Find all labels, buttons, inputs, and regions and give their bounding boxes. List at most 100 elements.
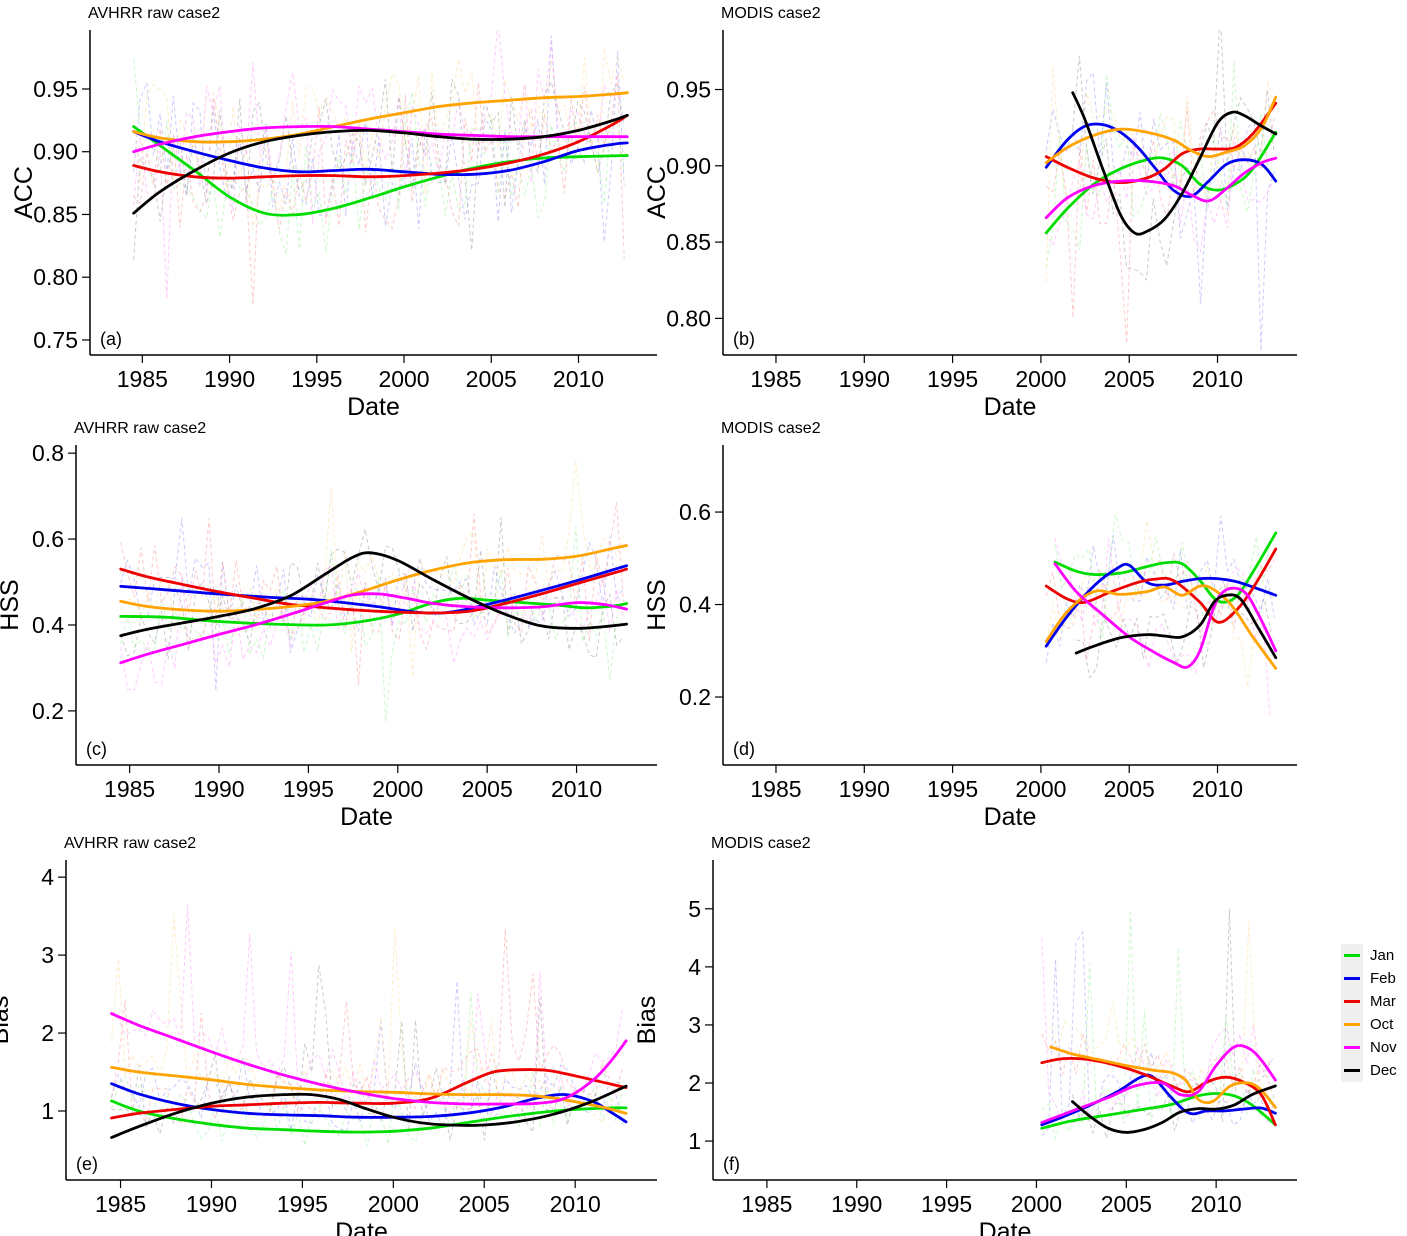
x-tick-label: 1990 <box>831 1191 882 1217</box>
y-axis-label: ACC <box>10 166 38 219</box>
x-tick-label: 2000 <box>368 1191 419 1217</box>
y-tick-label: 0.4 <box>32 612 64 638</box>
legend-swatch-mar <box>1341 990 1363 1013</box>
smoothed-series-lines <box>119 544 628 665</box>
y-tick-label: 0.75 <box>33 327 78 353</box>
series-dec-line <box>119 551 628 638</box>
series-dec-line <box>1074 593 1278 660</box>
y-tick-label: 1 <box>688 1128 701 1154</box>
raw-series-nov <box>120 564 624 692</box>
x-axis-label: Date <box>347 393 400 421</box>
y-tick-label: 0.80 <box>33 264 78 290</box>
x-tick-label: 1995 <box>921 1191 972 1217</box>
x-tick-label: 2010 <box>551 776 602 802</box>
y-tick-label: 0.95 <box>33 76 78 102</box>
series-oct-line <box>1049 1045 1277 1109</box>
y-tick-label: 0.4 <box>679 592 711 618</box>
raw-series-feb <box>111 980 624 1133</box>
panel-title: AVHRR raw case2 <box>74 420 206 437</box>
series-mar-line <box>119 567 628 615</box>
raw-series-oct <box>120 460 624 678</box>
y-tick-label: 1 <box>41 1098 54 1124</box>
dec-line-sample-icon <box>1344 1069 1360 1072</box>
x-tick-label: 2005 <box>1101 1191 1152 1217</box>
series-dec-line <box>132 113 629 215</box>
raw-series-feb <box>1041 930 1275 1137</box>
legend-item-oct: Oct <box>1341 1013 1397 1036</box>
series-feb-line <box>132 130 629 177</box>
raw-series-jan <box>133 59 625 255</box>
x-tick-label: 1985 <box>741 1191 792 1217</box>
y-tick-label: 2 <box>688 1070 701 1096</box>
panel-letter: (e) <box>76 1154 98 1174</box>
raw-series-jan <box>111 992 624 1147</box>
legend-label: Dec <box>1370 1062 1397 1079</box>
x-axis-label: Date <box>984 393 1037 421</box>
panel-d: MODIS case2 HSS 0.2 0.4 0.6 1985 1990 1995 2000 2… <box>643 420 1297 831</box>
legend: Jan Feb Mar Oct Nov Dec <box>1341 944 1397 1082</box>
series-dec-line <box>1071 91 1278 236</box>
x-tick-label: 2005 <box>1104 776 1155 802</box>
y-tick-label: 0.85 <box>33 201 78 227</box>
legend-label: Mar <box>1370 993 1396 1010</box>
x-tick-label: 2000 <box>1015 366 1066 392</box>
panel-title: MODIS case2 <box>721 420 821 437</box>
panel-title: MODIS case2 <box>721 5 821 22</box>
panel-c: AVHRR raw case2 HSS 0.2 0.4 0.6 0.8 1985 1990 19… <box>0 420 657 831</box>
oct-line-sample-icon <box>1344 1023 1360 1026</box>
legend-swatch-oct <box>1341 1013 1363 1036</box>
x-tick-label: 2005 <box>459 1191 510 1217</box>
y-tick-label: 4 <box>41 864 54 890</box>
raw-series-jan <box>1054 514 1271 646</box>
x-tick-label: 2010 <box>1192 776 1243 802</box>
raw-noise-lines <box>120 460 624 722</box>
raw-noise-lines <box>1045 514 1275 715</box>
raw-series-dec <box>1072 30 1275 282</box>
raw-series-oct <box>111 914 623 1123</box>
legend-label: Jan <box>1370 947 1395 964</box>
x-tick-label: 2005 <box>466 366 517 392</box>
x-tick-label: 2000 <box>378 366 429 392</box>
nov-line-sample-icon <box>1344 1046 1360 1049</box>
raw-series-mar <box>133 73 625 305</box>
y-tick-label: 3 <box>688 1012 701 1038</box>
legend-item-dec: Dec <box>1341 1059 1397 1082</box>
legend-item-mar: Mar <box>1341 990 1397 1013</box>
x-tick-label: 1990 <box>186 1191 237 1217</box>
raw-series-jan <box>1045 60 1275 268</box>
panel-b: MODIS case2 ACC 0.80 0.85 0.90 0.95 1985 1990 19… <box>643 5 1297 421</box>
y-axis-label: Bias <box>0 996 14 1045</box>
x-tick-label: 1985 <box>750 776 801 802</box>
y-axis-label: ACC <box>643 166 671 219</box>
y-tick-label: 0.85 <box>666 229 711 255</box>
raw-series-nov <box>111 903 624 1121</box>
series-mar-line <box>132 113 629 180</box>
legend-item-jan: Jan <box>1341 944 1397 967</box>
legend-item-nov: Nov <box>1341 1036 1397 1059</box>
y-tick-label: 2 <box>41 1020 54 1046</box>
x-axis-label: Date <box>984 803 1037 831</box>
x-tick-label: 1995 <box>927 776 978 802</box>
x-tick-label: 1995 <box>277 1191 328 1217</box>
x-tick-label: 2000 <box>1015 776 1066 802</box>
panel-e: AVHRR raw case2 Bias 1 2 3 4 1985 1990 1995 2000 2… <box>0 835 657 1236</box>
smoothed-series-lines <box>110 1012 628 1139</box>
series-oct-line <box>110 1066 628 1115</box>
smoothed-series-lines <box>1040 1044 1277 1134</box>
panel-title: MODIS case2 <box>711 835 811 852</box>
series-oct-line <box>132 91 629 144</box>
series-jan-line <box>110 1099 628 1134</box>
series-nov-line <box>1040 1044 1277 1124</box>
smoothed-series-lines <box>1044 531 1278 670</box>
x-tick-label: 2000 <box>372 776 423 802</box>
legend-swatch-nov <box>1341 1036 1363 1059</box>
x-axis-label: Date <box>340 803 393 831</box>
raw-series-nov <box>1041 938 1275 1124</box>
raw-series-oct <box>133 47 625 230</box>
jan-line-sample-icon <box>1344 954 1360 957</box>
smoothed-series-lines <box>132 91 629 217</box>
y-tick-label: 0.6 <box>32 526 64 552</box>
legend-label: Oct <box>1370 1016 1394 1033</box>
series-oct-line <box>1044 584 1278 670</box>
